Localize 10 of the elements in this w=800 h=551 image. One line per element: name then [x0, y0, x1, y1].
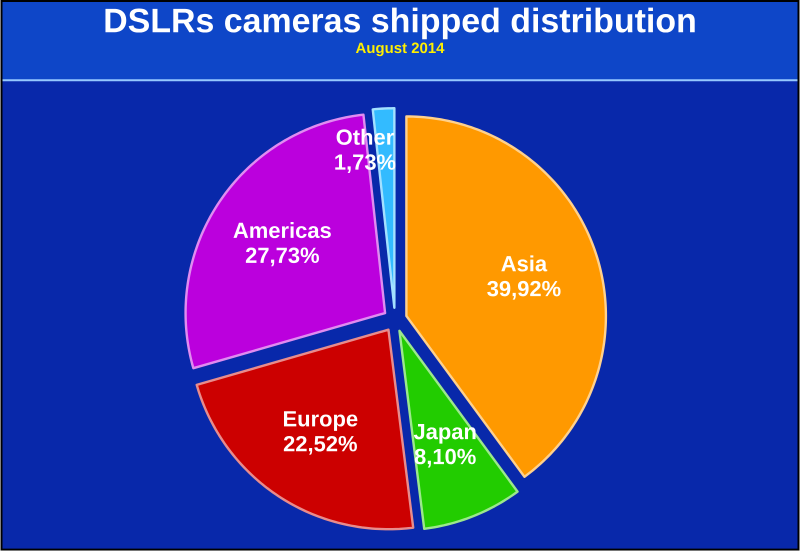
chart-title: DSLRs cameras shipped distribution [105, 8, 695, 40]
chart-subtitle: August 2014 [356, 42, 444, 56]
data-label: 8,10% [414, 448, 476, 468]
data-label: 39,92% [487, 281, 561, 300]
slice-label: Europe [284, 411, 358, 432]
data-label: 27,73% [246, 248, 319, 266]
slice-label: Americas [233, 222, 331, 238]
slice-label: Asia [501, 256, 548, 272]
data-label: 22,52% [284, 436, 357, 455]
slice-label: Japan [414, 424, 476, 444]
